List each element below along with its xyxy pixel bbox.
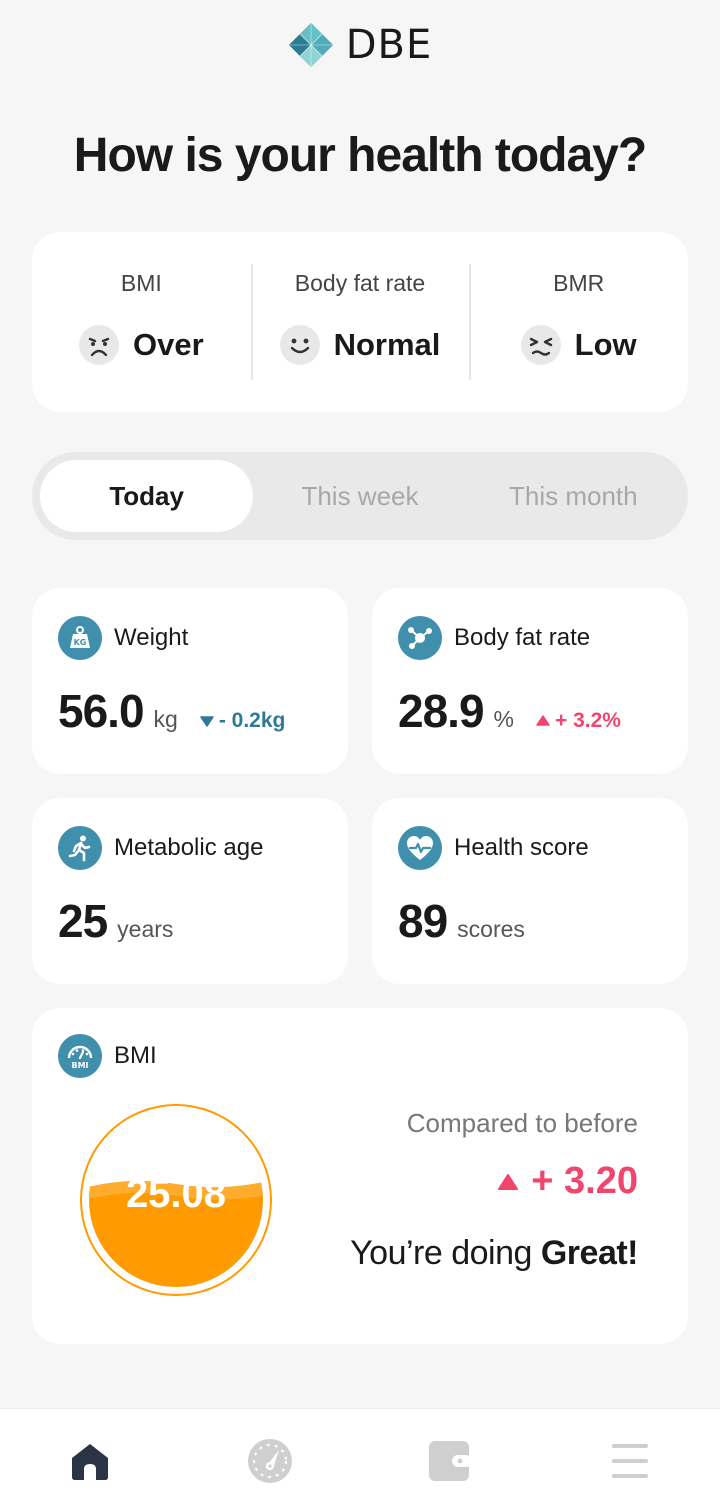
triangle-up-icon <box>536 715 550 726</box>
molecule-icon <box>398 616 442 660</box>
weight-unit: kg <box>153 706 178 732</box>
status-body-fat[interactable]: Body fat rate Normal <box>250 232 470 412</box>
nav-dashboard[interactable] <box>180 1409 360 1512</box>
body-fat-value: 28.9 <box>398 685 485 737</box>
health-score-value: 89 <box>398 895 448 947</box>
weight-value: 56.0 <box>58 685 145 737</box>
metric-label: Weight <box>114 624 189 651</box>
period-tabs: Today This week This month <box>32 452 688 540</box>
app-header: DBE <box>0 20 720 70</box>
status-message: You’re doing Great! <box>350 1234 638 1273</box>
metabolic-age-unit: years <box>117 916 174 942</box>
health-score-unit: scores <box>457 916 525 942</box>
triangle-down-icon <box>200 716 214 727</box>
dbe-logo-icon <box>288 23 333 67</box>
bmi-card[interactable]: BMI BMI 25.08 Compared to before + 3.20 … <box>32 1008 688 1344</box>
nav-wallet[interactable] <box>360 1409 540 1512</box>
svg-text:BMI: BMI <box>71 1061 88 1070</box>
bmi-gauge-icon: BMI <box>58 1034 102 1078</box>
body-fat-delta: + 3.2% <box>536 709 621 733</box>
status-value: Over <box>133 327 204 362</box>
status-bmr[interactable]: BMR Low <box>469 232 688 412</box>
triangle-up-icon <box>498 1173 519 1190</box>
metric-label: Body fat rate <box>454 624 591 651</box>
status-value: Low <box>574 327 637 362</box>
compared-value-text: + 3.20 <box>531 1160 638 1202</box>
metric-label: Health score <box>454 834 589 861</box>
bmi-value: 25.08 <box>125 1172 227 1216</box>
metabolic-age-card[interactable]: Metabolic age 25 years <box>32 798 348 984</box>
compared-value: + 3.20 <box>497 1160 638 1203</box>
health-status-card: BMI Over Body fat rate Normal BMR <box>32 232 688 412</box>
weight-delta: - 0.2kg <box>200 709 286 733</box>
home-icon <box>72 1443 108 1480</box>
tab-this-month[interactable]: This month <box>509 480 638 511</box>
metric-label: Metabolic age <box>114 834 264 861</box>
compared-label: Compared to before <box>406 1108 638 1138</box>
page-title: How is your health today? <box>73 129 647 182</box>
sad-face-icon <box>79 325 119 365</box>
status-bmi[interactable]: BMI Over <box>32 232 251 412</box>
status-label: Body fat rate <box>294 270 426 296</box>
smile-face-icon <box>279 325 320 365</box>
running-person-icon <box>58 826 102 870</box>
message-emphasis: Great! <box>540 1234 639 1272</box>
bmi-label: BMI <box>114 1042 157 1069</box>
metabolic-age-value: 25 <box>58 895 108 947</box>
message-prefix: You’re doing <box>350 1234 541 1272</box>
menu-icon <box>612 1443 648 1478</box>
status-value: Normal <box>333 327 441 362</box>
weight-card[interactable]: KG Weight 56.0 kg - 0.2kg <box>32 588 348 774</box>
heart-pulse-icon <box>398 826 442 870</box>
wallet-icon <box>429 1440 472 1481</box>
body-fat-card[interactable]: Body fat rate 28.9 % + 3.2% <box>372 588 688 774</box>
app-logo-text: DBE <box>345 22 433 68</box>
nav-home[interactable] <box>0 1409 180 1512</box>
health-score-card[interactable]: Health score 89 scores <box>372 798 688 984</box>
body-fat-unit: % <box>493 706 514 732</box>
tab-this-week[interactable]: This week <box>301 480 419 511</box>
body-fat-delta-text: + 3.2% <box>554 709 621 732</box>
status-label: BMI <box>120 270 162 296</box>
tab-today[interactable]: Today <box>40 460 254 532</box>
bmi-gauge-circle <box>80 1104 272 1296</box>
weight-delta-text: - 0.2kg <box>218 709 286 732</box>
svg-text:KG: KG <box>74 638 87 647</box>
kg-weight-icon: KG <box>58 616 102 660</box>
bottom-nav <box>0 1408 720 1512</box>
squint-face-icon <box>520 325 561 365</box>
nav-menu[interactable] <box>540 1409 720 1512</box>
speedometer-icon <box>248 1438 292 1483</box>
status-label: BMR <box>553 270 605 296</box>
